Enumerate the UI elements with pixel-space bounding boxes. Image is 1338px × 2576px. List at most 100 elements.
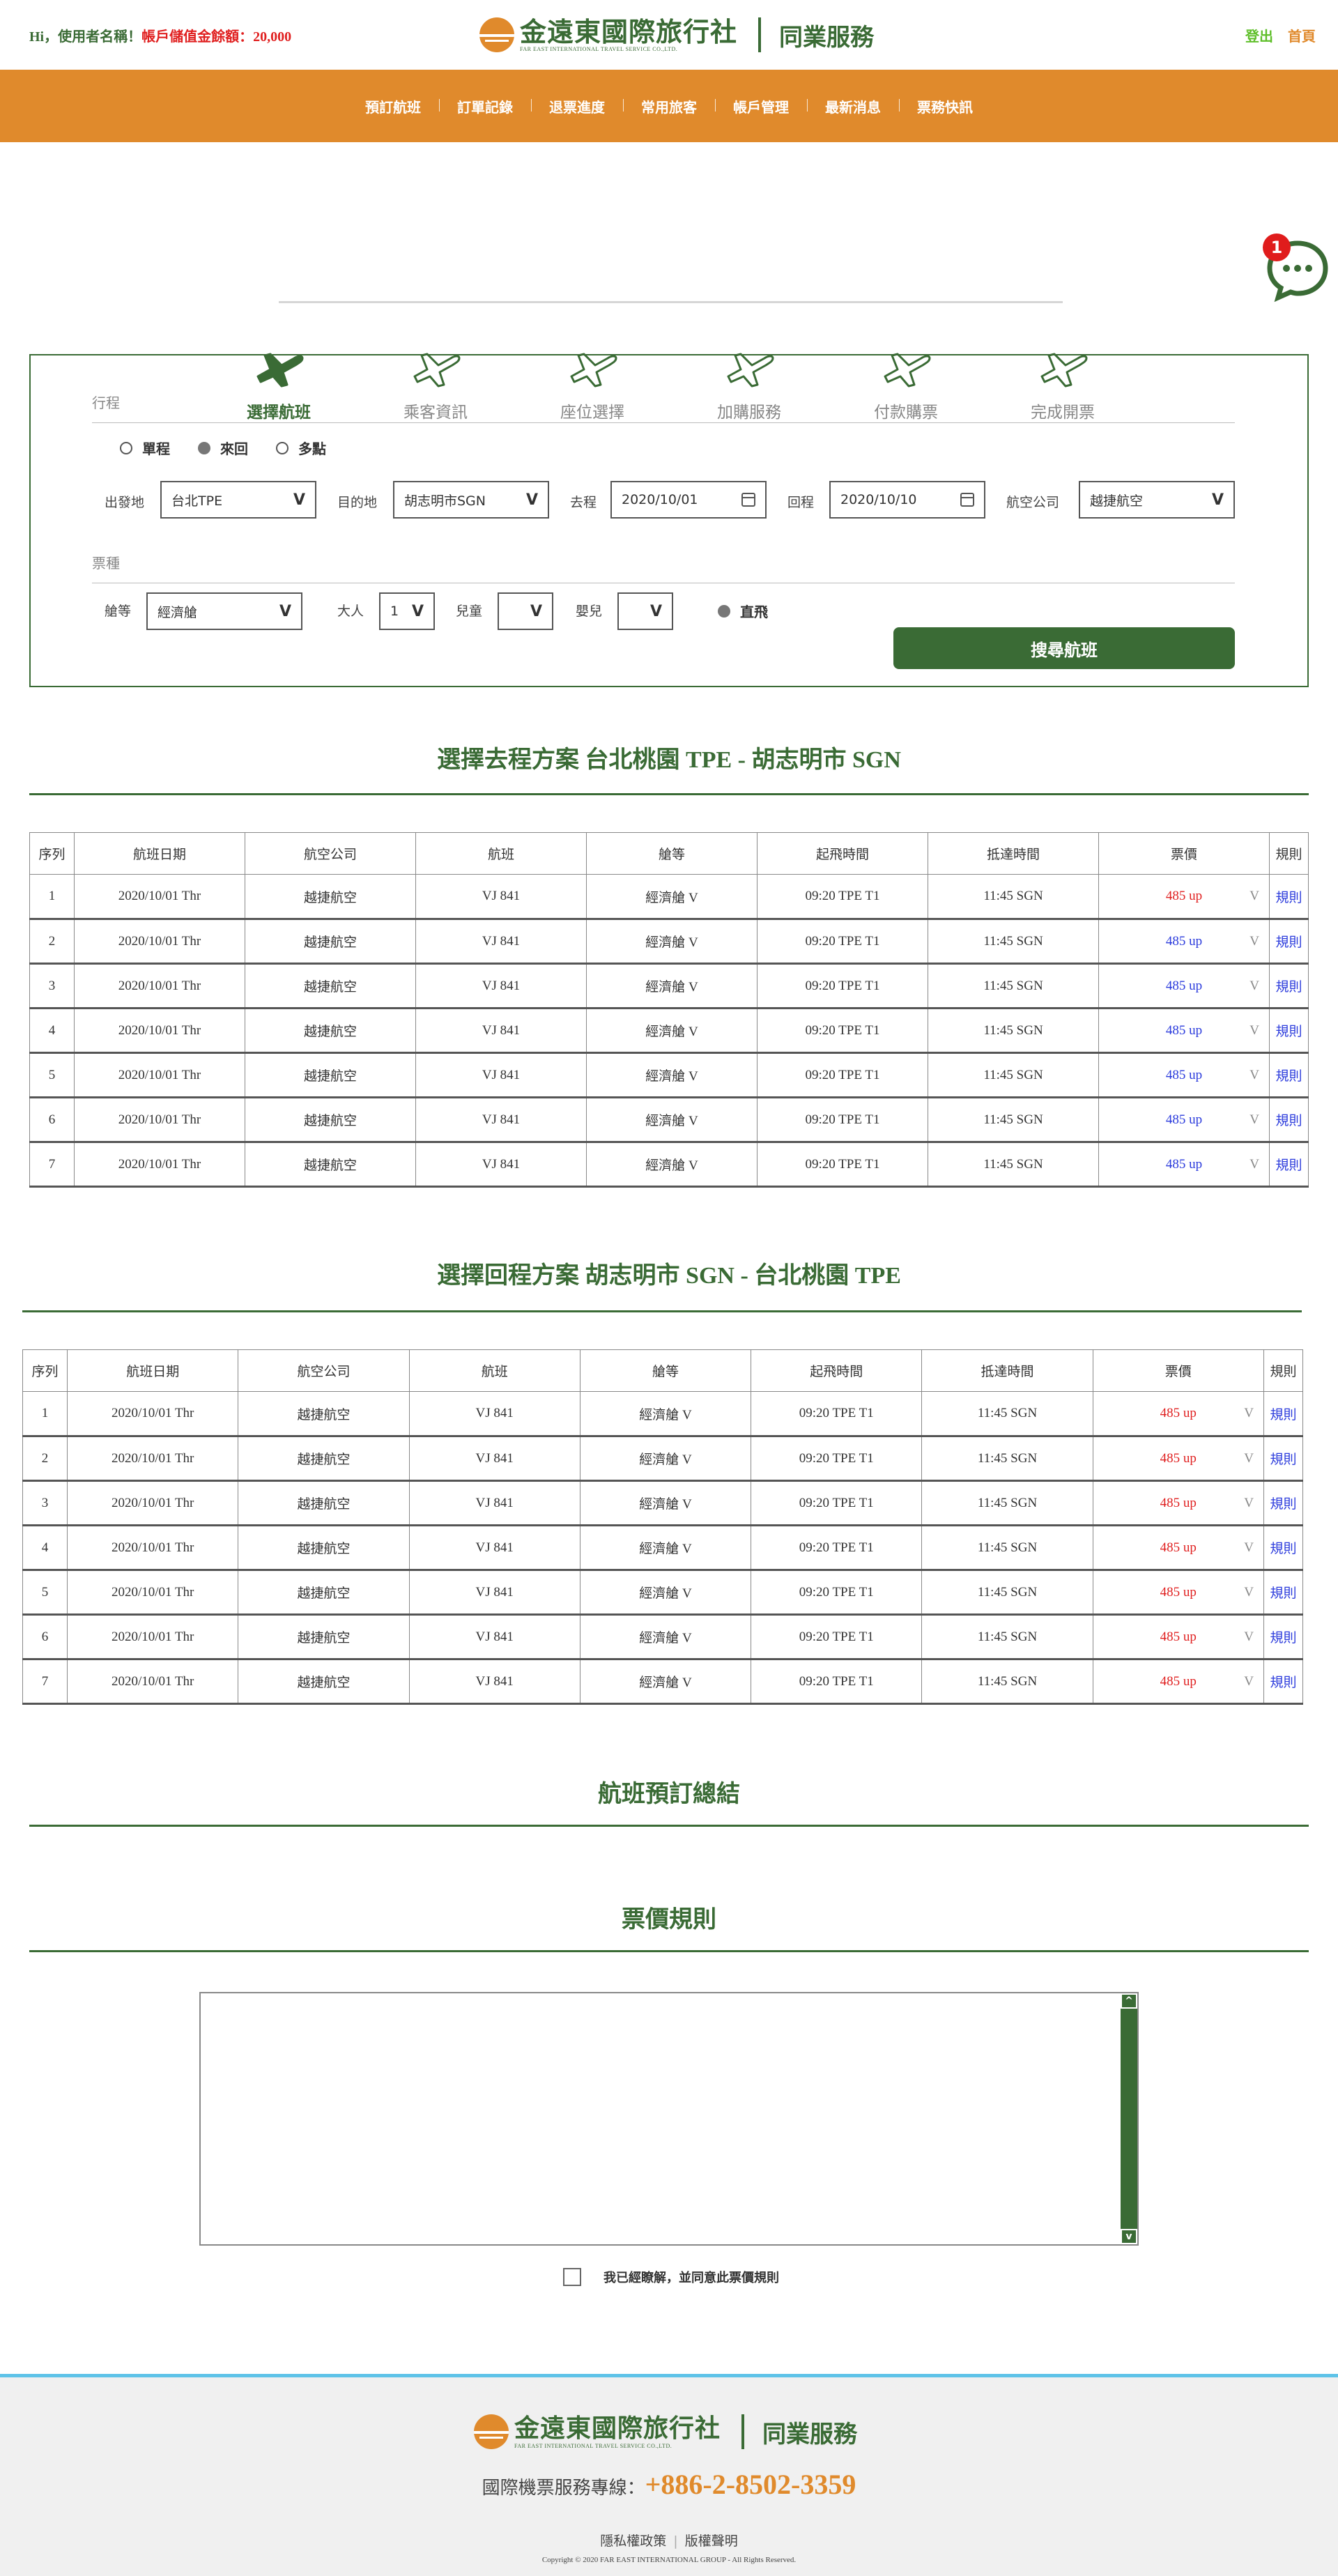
price-cell[interactable]: 485 up V	[1098, 1052, 1270, 1098]
rules-title-rule	[29, 1950, 1309, 1952]
flight-row[interactable]: 4 2020/10/01 Thr 越捷航空 VJ 841 經濟艙 V 09:20 TPE …	[22, 1525, 1304, 1571]
fare-rule-link[interactable]: 規則	[1275, 935, 1302, 950]
price-cell[interactable]: 485 up V	[1092, 1525, 1264, 1571]
rule-cell: 規則	[1263, 1480, 1304, 1526]
nav-order-records[interactable]: 訂單記錄	[439, 96, 531, 116]
footer: 金遠東國際旅行社 FAR EAST INTERNATIONAL TRAVEL S…	[0, 2374, 1338, 2576]
price-cell[interactable]: 485 up V	[1098, 963, 1270, 1009]
fare-rule-link[interactable]: 規則	[1275, 1114, 1302, 1128]
copyright-link[interactable]: 版權聲明	[684, 2533, 738, 2549]
scroll-up-icon[interactable]: ^	[1121, 1993, 1137, 2009]
price-cell[interactable]: 485 up V	[1098, 1142, 1270, 1188]
step-payment-label: 付款購票	[874, 404, 938, 422]
column-header: 航班日期	[67, 1349, 239, 1392]
scroll-down-icon[interactable]: v	[1121, 2229, 1137, 2244]
flight-row[interactable]: 3 2020/10/01 Thr 越捷航空 VJ 841 經濟艙 V 09:20 TPE …	[22, 1480, 1304, 1526]
logo-emblem-icon	[474, 2414, 509, 2449]
price-cell[interactable]: 485 up V	[1092, 1480, 1264, 1526]
agree-rules-option[interactable]: 我已經瞭解，並同意此票價規則	[563, 2268, 779, 2286]
flight-row[interactable]: 6 2020/10/01 Thr 越捷航空 VJ 841 經濟艙 V 09:20 TPE …	[29, 1097, 1309, 1143]
nav-account[interactable]: 帳戶管理	[715, 96, 807, 116]
price-cell[interactable]: 485 up V	[1098, 1008, 1270, 1054]
trip-round-trip[interactable]: 來回	[198, 438, 248, 458]
direct-flight-option[interactable]: 直飛	[718, 601, 768, 621]
return-date-input[interactable]: 2020/10/10	[829, 481, 985, 519]
destination-value: 胡志明市SGN	[404, 493, 486, 509]
price-cell[interactable]: 485 up V	[1092, 1436, 1264, 1482]
trip-one-way[interactable]: 單程	[120, 438, 170, 458]
rules-scrollbar[interactable]: ^ v	[1121, 1993, 1137, 2244]
chat-button[interactable]: 1	[1263, 233, 1332, 303]
nav-ticket-alerts[interactable]: 票務快訊	[899, 96, 991, 116]
flight-number-cell: VJ 841	[408, 1570, 580, 1616]
child-count-select[interactable]: V	[498, 592, 553, 630]
flight-row[interactable]: 6 2020/10/01 Thr 越捷航空 VJ 841 經濟艙 V 09:20 TPE …	[22, 1614, 1304, 1660]
trip-multi-city[interactable]: 多點	[276, 438, 326, 458]
fare-rule-link[interactable]: 規則	[1275, 890, 1302, 905]
adult-count-select[interactable]: 1 V	[379, 592, 435, 630]
column-header: 航班	[415, 832, 587, 875]
destination-select[interactable]: 胡志明市SGN V	[393, 481, 549, 519]
price-cell[interactable]: 485 up V	[1092, 1659, 1264, 1705]
fare-price: 485 up	[1165, 1022, 1203, 1038]
fare-rules-textarea[interactable]: ^ v	[199, 1992, 1139, 2246]
fare-price: 485 up	[1160, 1406, 1197, 1420]
flight-row[interactable]: 2 2020/10/01 Thr 越捷航空 VJ 841 經濟艙 V 09:20 TPE …	[29, 919, 1309, 965]
fare-price: 485 up	[1165, 889, 1203, 903]
depart-date-input[interactable]: 2020/10/01	[610, 481, 767, 519]
brand-divider	[758, 17, 762, 52]
flight-row[interactable]: 1 2020/10/01 Thr 越捷航空 VJ 841 經濟艙 V 09:20 TPE …	[22, 1391, 1304, 1437]
fare-rule-link[interactable]: 規則	[1275, 1158, 1302, 1173]
origin-select[interactable]: 台北TPE V	[160, 481, 316, 519]
cabin-select[interactable]: 經濟艙 V	[146, 592, 302, 630]
arrival-time-cell: 11:45 SGN	[928, 1008, 1099, 1054]
rule-cell: 規則	[1263, 1614, 1304, 1660]
price-cell[interactable]: 485 up V	[1098, 874, 1270, 920]
nav-book-flight[interactable]: 預訂航班	[365, 98, 421, 116]
fare-rule-link[interactable]: 規則	[1270, 1631, 1297, 1646]
agree-checkbox[interactable]	[563, 2268, 581, 2286]
fare-rule-link[interactable]: 規則	[1270, 1497, 1297, 1512]
hotline-number[interactable]: +886-2-8502-3359	[645, 2469, 856, 2500]
fare-rule-link[interactable]: 規則	[1270, 1586, 1297, 1601]
brand-logo[interactable]: 金遠東國際旅行社 FAR EAST INTERNATIONAL TRAVEL S…	[479, 14, 874, 56]
date-cell: 2020/10/01 Thr	[74, 1142, 245, 1188]
nav-refund-progress[interactable]: 退票進度	[531, 96, 623, 116]
flight-row[interactable]: 5 2020/10/01 Thr 越捷航空 VJ 841 經濟艙 V 09:20 TPE …	[29, 1052, 1309, 1098]
price-cell[interactable]: 485 up V	[1092, 1391, 1264, 1437]
logout-link[interactable]: 登出	[1245, 28, 1274, 45]
date-cell: 2020/10/01 Thr	[74, 1097, 245, 1143]
fare-rule-link[interactable]: 規則	[1275, 1069, 1302, 1084]
fare-rule-link[interactable]: 規則	[1275, 980, 1302, 995]
fare-rule-link[interactable]: 規則	[1270, 1407, 1297, 1423]
price-cell[interactable]: 485 up V	[1092, 1614, 1264, 1660]
flight-row[interactable]: 4 2020/10/01 Thr 越捷航空 VJ 841 經濟艙 V 09:20 TPE …	[29, 1008, 1309, 1054]
nav-news[interactable]: 最新消息	[807, 96, 899, 116]
cabin-cell: 經濟艙 V	[586, 1142, 758, 1188]
fare-rule-link[interactable]: 規則	[1270, 1452, 1297, 1467]
price-cell[interactable]: 485 up V	[1098, 1097, 1270, 1143]
search-flights-button[interactable]: 搜尋航班	[893, 627, 1235, 669]
fare-rule-link[interactable]: 規則	[1270, 1676, 1297, 1690]
departure-time-cell: 09:20 TPE T1	[751, 1659, 923, 1705]
flight-row[interactable]: 1 2020/10/01 Thr 越捷航空 VJ 841 經濟艙 V 09:20 TPE …	[29, 874, 1309, 920]
fare-rule-link[interactable]: 規則	[1270, 1542, 1297, 1556]
radio-selected-icon	[198, 441, 210, 454]
flight-row[interactable]: 3 2020/10/01 Thr 越捷航空 VJ 841 經濟艙 V 09:20 TPE …	[29, 963, 1309, 1009]
flight-row[interactable]: 5 2020/10/01 Thr 越捷航空 VJ 841 經濟艙 V 09:20 TPE …	[22, 1570, 1304, 1616]
price-cell[interactable]: 485 up V	[1098, 919, 1270, 965]
flight-row[interactable]: 7 2020/10/01 Thr 越捷航空 VJ 841 經濟艙 V 09:20 TPE …	[22, 1659, 1304, 1705]
nav-frequent-travelers[interactable]: 常用旅客	[623, 96, 715, 116]
home-link[interactable]: 首頁	[1288, 28, 1316, 45]
flight-row[interactable]: 7 2020/10/01 Thr 越捷航空 VJ 841 經濟艙 V 09:20 TPE …	[29, 1142, 1309, 1188]
flight-number-cell: VJ 841	[408, 1480, 580, 1526]
fare-rule-link[interactable]: 規則	[1275, 1025, 1302, 1039]
infant-count-select[interactable]: V	[617, 592, 673, 630]
privacy-policy-link[interactable]: 隱私權政策	[600, 2533, 667, 2549]
balance-text: 帳戶儲值金餘額：20,000	[141, 29, 292, 45]
price-cell[interactable]: 485 up V	[1092, 1570, 1264, 1616]
flight-row[interactable]: 2 2020/10/01 Thr 越捷航空 VJ 841 經濟艙 V 09:20 TPE …	[22, 1436, 1304, 1482]
logo-name: 金遠東國際旅行社	[520, 16, 738, 47]
rule-cell: 規則	[1269, 919, 1309, 965]
airline-select[interactable]: 越捷航空 V	[1079, 481, 1235, 519]
